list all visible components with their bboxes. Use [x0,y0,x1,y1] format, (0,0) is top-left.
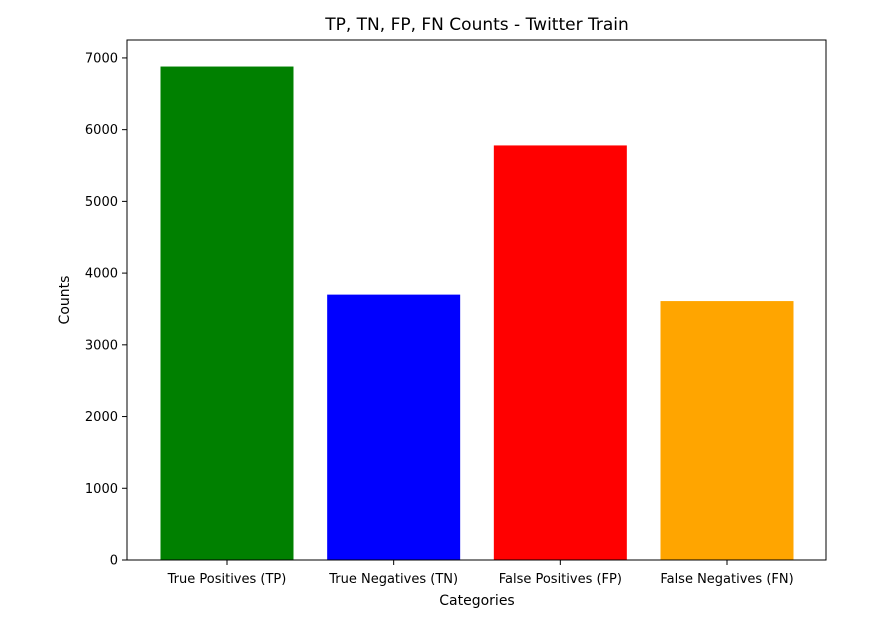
y-tick-label: 7000 [85,51,118,66]
bar-1 [160,66,294,560]
bar-3 [493,145,627,560]
x-tick-label: False Positives (FP) [499,572,622,587]
x-axis-label: Categories [439,593,514,609]
x-tick-label: True Positives (TP) [167,572,287,587]
y-tick-label: 1000 [85,482,118,497]
y-tick-label: 2000 [85,410,118,425]
y-tick-label: 4000 [85,267,118,282]
x-tick-label: False Negatives (FN) [660,572,793,587]
bar-4 [660,301,794,560]
y-tick-label: 5000 [85,195,118,210]
y-axis-label: Counts [57,276,73,325]
y-tick-label: 0 [110,554,118,569]
plot-frame [126,39,827,561]
chart-title: TP, TN, FP, FN Counts - Twitter Train [324,15,629,35]
y-axis: 0 1000 2000 3000 4000 5000 6000 7000 [85,51,127,569]
bar-2 [327,294,461,560]
x-axis: True Positives (TP) True Negatives (TN) Fa… [167,560,794,587]
y-tick-label: 6000 [85,123,118,138]
bars-group [160,66,794,560]
y-tick-label: 3000 [85,338,118,353]
x-tick-label: True Negatives (TN) [328,572,458,587]
